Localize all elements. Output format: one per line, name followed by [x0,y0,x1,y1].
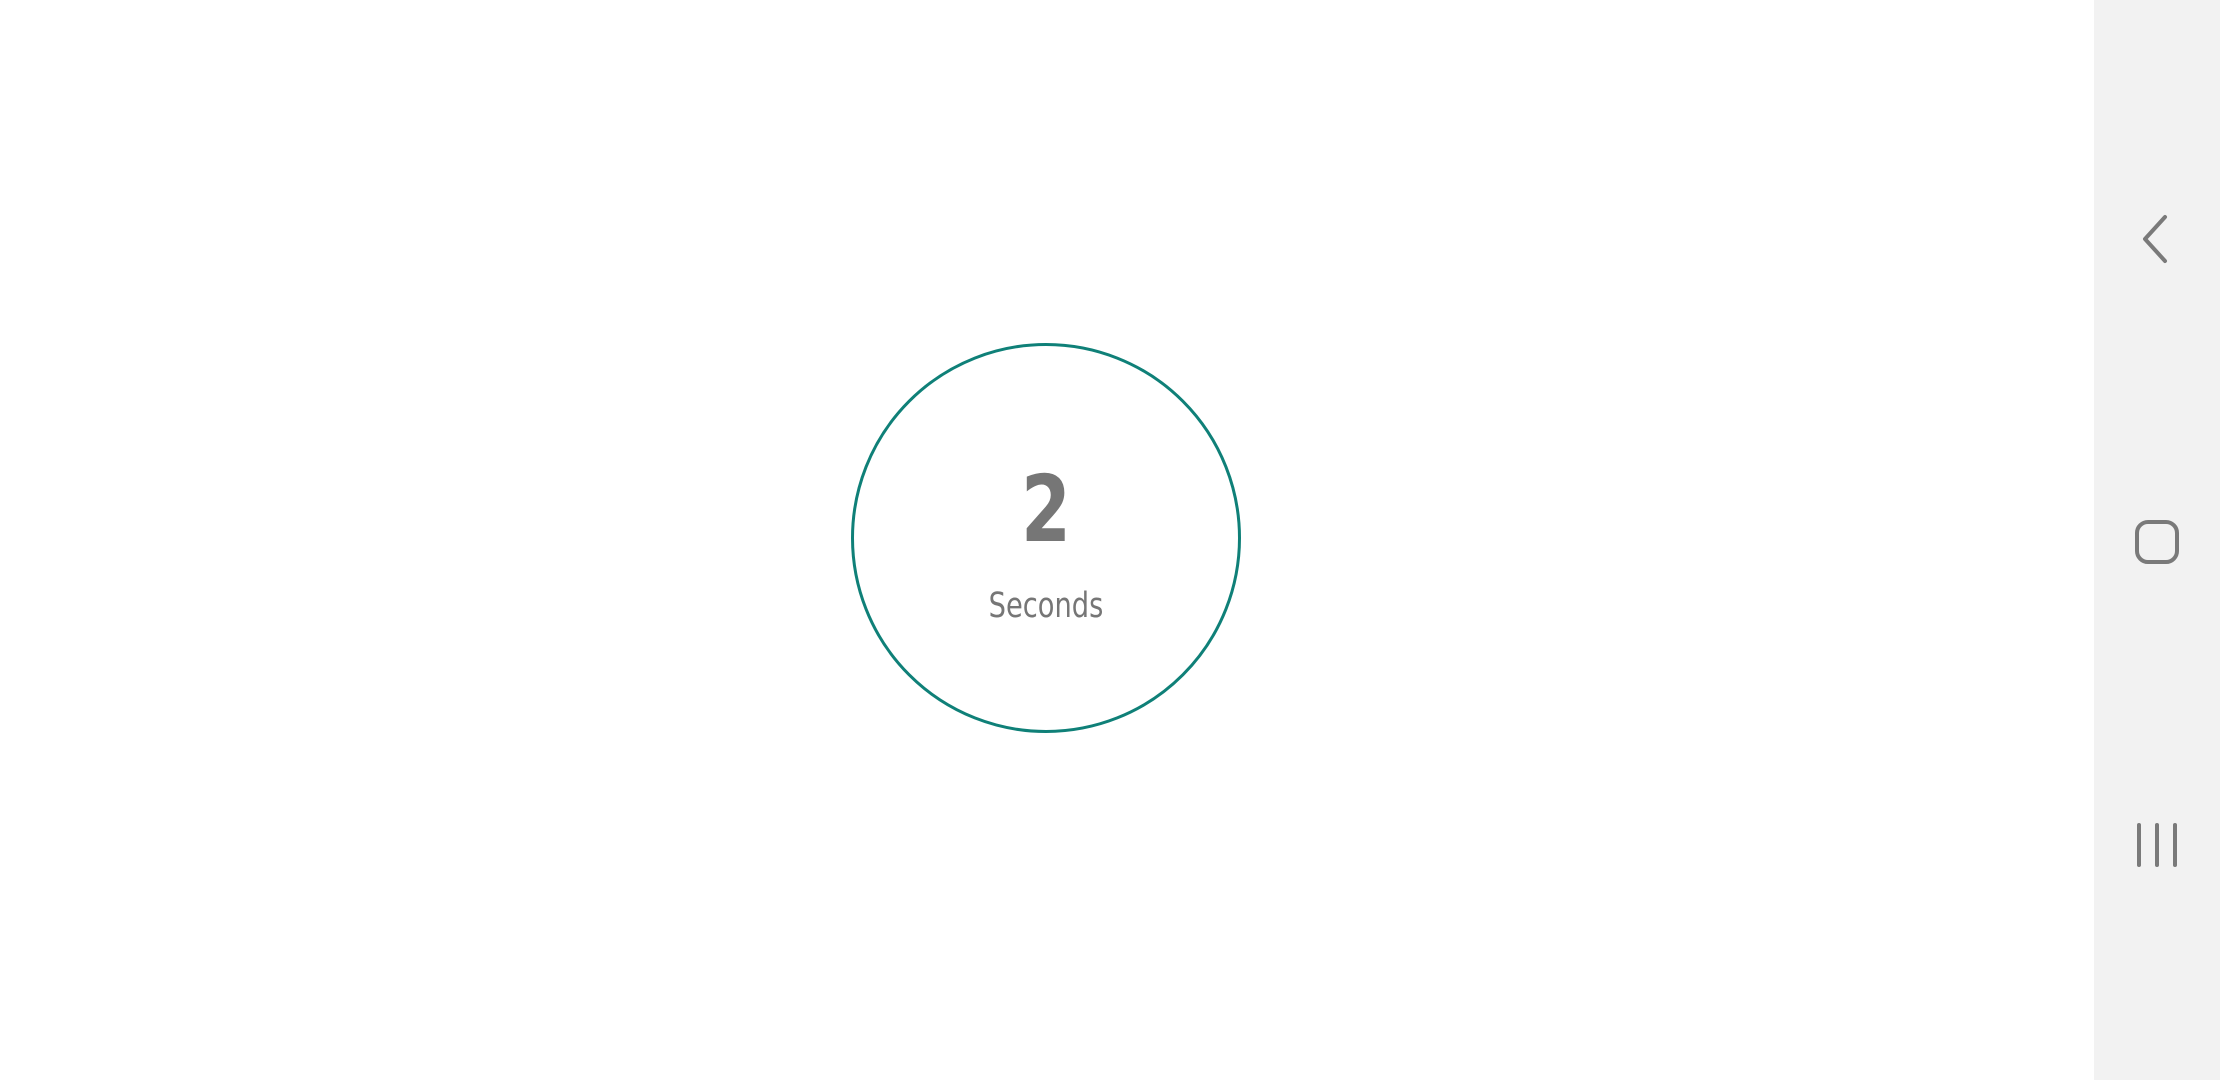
home-button[interactable] [2094,482,2220,602]
countdown-ring: 2 Seconds [851,343,1241,733]
system-navigation-bar [2094,0,2220,1080]
back-button[interactable] [2094,179,2220,299]
recents-button[interactable] [2094,785,2220,905]
countdown-unit-label: Seconds [988,586,1104,626]
three-vertical-lines-icon [2137,823,2177,867]
rounded-square-icon [2135,520,2179,564]
countdown-value: 2 [1021,456,1071,563]
timer-screen: 2 Seconds [851,343,1241,733]
chevron-left-icon [2143,215,2167,263]
